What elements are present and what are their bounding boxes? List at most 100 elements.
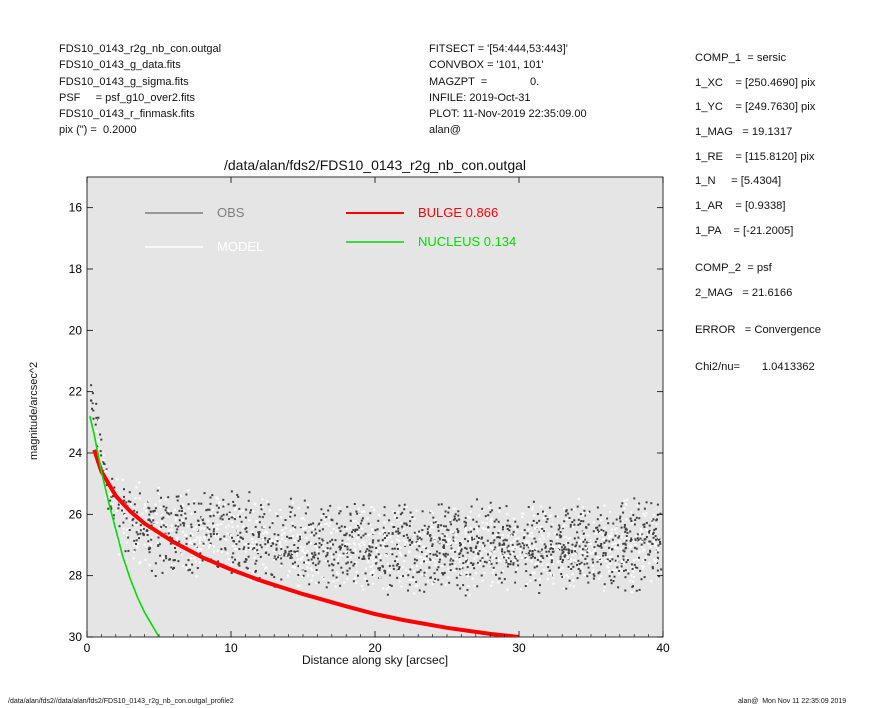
obs-point: [596, 544, 599, 547]
obs-point: [600, 528, 603, 531]
obs-point: [326, 541, 329, 544]
obs-point: [656, 547, 659, 550]
obs-point: [257, 551, 260, 553]
obs-point: [242, 548, 245, 551]
obs-point: [608, 563, 611, 565]
obs-point: [233, 518, 236, 521]
obs-point: [586, 575, 589, 578]
obs-point: [267, 553, 270, 556]
obs-point: [503, 545, 506, 548]
obs-point: [498, 510, 501, 513]
obs-point: [512, 562, 515, 565]
obs-point: [428, 528, 431, 531]
obs-point: [284, 549, 287, 552]
obs-point: [177, 525, 180, 528]
obs-point: [615, 526, 618, 529]
obs-point: [303, 551, 306, 554]
obs-point: [623, 538, 626, 541]
obs-point: [631, 567, 634, 570]
obs-point: [533, 577, 536, 580]
obs-point: [402, 575, 405, 578]
obs-point: [503, 556, 505, 559]
obs-point: [625, 561, 628, 564]
obs-point: [511, 533, 514, 536]
obs-point: [293, 544, 296, 546]
obs-point: [419, 562, 422, 565]
obs-point: [450, 547, 453, 550]
obs-point: [448, 538, 451, 541]
obs-point: [559, 568, 562, 571]
obs-point: [177, 560, 180, 563]
obs-point: [157, 545, 160, 547]
obs-point: [306, 566, 309, 569]
obs-point: [263, 513, 266, 516]
obs-point: [176, 528, 179, 531]
obs-point: [573, 547, 576, 550]
obs-point: [300, 545, 303, 548]
obs-point: [625, 535, 628, 538]
obs-point: [595, 526, 598, 529]
obs-point: [626, 498, 629, 501]
obs-point: [267, 503, 270, 506]
obs-point: [367, 534, 370, 537]
obs-point: [294, 550, 297, 553]
header-mid-line: INFILE: 2019-Oct-31: [429, 91, 531, 104]
obs-point: [654, 543, 657, 546]
obs-point: [608, 575, 611, 578]
param-line: 1_N = [5.4304]: [695, 175, 782, 187]
obs-point: [138, 537, 140, 540]
obs-point: [503, 578, 506, 581]
obs-point: [169, 542, 172, 545]
obs-point: [551, 523, 554, 526]
obs-point: [335, 529, 338, 532]
obs-point: [497, 520, 500, 523]
obs-point: [281, 533, 284, 536]
obs-point: [563, 520, 566, 523]
obs-point: [659, 512, 662, 515]
obs-point: [413, 531, 416, 534]
obs-point: [262, 563, 265, 566]
obs-point: [262, 526, 265, 529]
obs-point: [455, 533, 458, 536]
obs-point: [521, 557, 523, 559]
obs-point: [258, 582, 261, 584]
obs-point: [579, 522, 582, 525]
obs-point: [643, 526, 646, 528]
obs-point: [174, 524, 177, 527]
obs-point: [299, 535, 301, 538]
obs-point: [629, 530, 632, 533]
obs-point: [316, 550, 319, 553]
obs-point: [385, 555, 388, 558]
obs-point: [582, 530, 585, 533]
obs-point: [511, 547, 514, 550]
obs-point: [531, 508, 534, 511]
obs-point: [216, 549, 219, 552]
obs-point: [213, 528, 215, 531]
obs-point: [474, 547, 477, 549]
obs-point: [322, 545, 324, 548]
obs-point: [416, 538, 419, 541]
obs-point: [133, 549, 136, 552]
obs-point: [259, 544, 262, 547]
obs-point: [636, 533, 639, 536]
obs-point: [366, 580, 369, 582]
obs-point: [320, 508, 323, 511]
obs-point: [280, 552, 283, 555]
obs-point: [430, 576, 432, 579]
obs-point: [470, 536, 473, 539]
obs-point: [517, 536, 520, 539]
obs-point: [410, 544, 413, 547]
obs-point: [198, 542, 201, 545]
obs-point: [364, 532, 367, 535]
obs-point: [303, 499, 306, 502]
obs-point: [527, 506, 530, 508]
obs-point: [445, 534, 448, 537]
obs-point: [159, 554, 162, 557]
obs-point: [183, 537, 186, 540]
obs-point: [536, 513, 539, 515]
obs-point: [346, 569, 349, 572]
obs-point: [536, 558, 539, 561]
obs-point: [398, 504, 401, 507]
obs-point: [378, 514, 381, 517]
